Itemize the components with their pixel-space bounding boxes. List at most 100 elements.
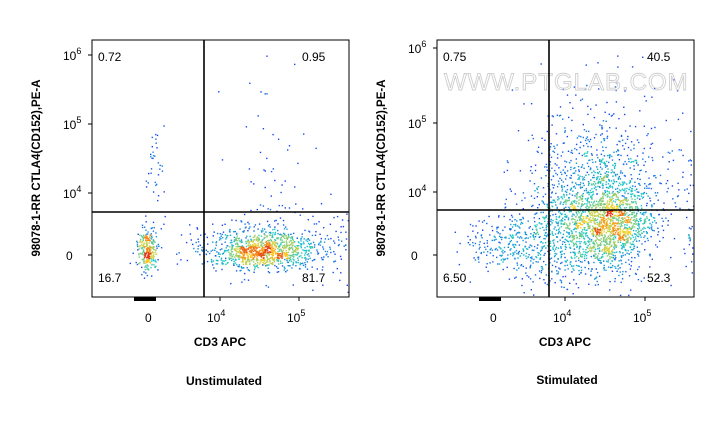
- event-point: [573, 86, 576, 88]
- event-point: [636, 191, 638, 193]
- event-point: [152, 258, 154, 260]
- event-point: [284, 233, 286, 235]
- event-point: [645, 100, 647, 102]
- event-point: [141, 236, 143, 238]
- event-point: [146, 256, 149, 258]
- event-point: [686, 216, 688, 219]
- event-point: [591, 213, 594, 215]
- event-point: [513, 253, 515, 255]
- event-point: [313, 223, 316, 225]
- event-point: [626, 138, 629, 140]
- y-axis: 106 105 104 0: [63, 46, 92, 263]
- event-point: [577, 210, 579, 213]
- event-point: [156, 134, 159, 137]
- event-point: [247, 230, 249, 232]
- event-point: [612, 254, 615, 257]
- event-point: [523, 103, 525, 105]
- event-point: [660, 182, 662, 185]
- event-point: [644, 227, 646, 230]
- event-point: [571, 236, 573, 239]
- event-point: [623, 190, 625, 192]
- event-point: [306, 254, 309, 256]
- event-point: [245, 261, 247, 263]
- event-point: [613, 216, 615, 219]
- event-point: [559, 106, 562, 108]
- event-point: [625, 198, 627, 201]
- event-point: [232, 253, 234, 256]
- event-point: [564, 213, 566, 216]
- event-point: [284, 226, 287, 228]
- event-point: [655, 244, 657, 246]
- event-point: [631, 212, 633, 214]
- event-point: [592, 219, 594, 222]
- event-point: [617, 208, 619, 210]
- event-point: [617, 154, 619, 156]
- event-point: [244, 272, 246, 275]
- event-point: [618, 237, 621, 240]
- event-point: [637, 164, 639, 166]
- event-point: [266, 255, 268, 257]
- event-point: [509, 228, 511, 230]
- event-point: [518, 237, 521, 239]
- event-point: [562, 217, 564, 219]
- event-point: [614, 277, 616, 280]
- event-point: [314, 234, 317, 236]
- event-point: [603, 231, 605, 233]
- event-point: [456, 251, 458, 253]
- event-point: [246, 248, 248, 250]
- event-point: [506, 257, 509, 260]
- event-point: [206, 236, 208, 239]
- event-point: [596, 280, 598, 283]
- event-point: [628, 158, 630, 160]
- event-point: [284, 246, 286, 248]
- event-point: [610, 253, 612, 255]
- event-point: [281, 234, 283, 236]
- event-point: [480, 251, 482, 254]
- event-point: [614, 175, 617, 177]
- event-point: [591, 246, 594, 248]
- event-point: [311, 247, 314, 249]
- event-point: [602, 200, 604, 202]
- event-point: [662, 229, 665, 232]
- event-point: [310, 247, 312, 249]
- event-point: [263, 263, 265, 266]
- event-point: [241, 257, 244, 259]
- event-point: [155, 184, 157, 187]
- event-point: [254, 256, 256, 258]
- event-point: [279, 239, 282, 241]
- event-point: [241, 248, 244, 250]
- event-point: [149, 262, 152, 264]
- event-point: [458, 263, 461, 266]
- event-point: [599, 242, 602, 244]
- event-point: [603, 221, 605, 224]
- event-point: [624, 188, 626, 190]
- event-point: [623, 174, 626, 177]
- event-point: [247, 258, 250, 260]
- event-point: [609, 256, 611, 258]
- event-point: [650, 226, 652, 229]
- event-point: [151, 146, 153, 148]
- event-point: [597, 62, 599, 64]
- event-point: [337, 244, 340, 247]
- event-point: [206, 260, 209, 263]
- event-point: [640, 236, 642, 238]
- event-point: [215, 263, 217, 265]
- event-point: [627, 214, 629, 216]
- event-point: [593, 214, 595, 217]
- event-point: [577, 287, 580, 289]
- event-point: [240, 247, 242, 249]
- event-point: [552, 201, 554, 204]
- event-point: [592, 161, 594, 164]
- event-point: [254, 263, 257, 265]
- event-point: [635, 230, 637, 232]
- event-point: [643, 231, 645, 233]
- event-point: [621, 273, 624, 276]
- event-point: [152, 239, 154, 241]
- event-point: [263, 169, 265, 171]
- event-point: [525, 255, 527, 257]
- event-point: [562, 142, 564, 144]
- event-point: [346, 213, 348, 215]
- event-point: [252, 254, 255, 256]
- event-point: [238, 238, 240, 240]
- event-point: [557, 224, 559, 227]
